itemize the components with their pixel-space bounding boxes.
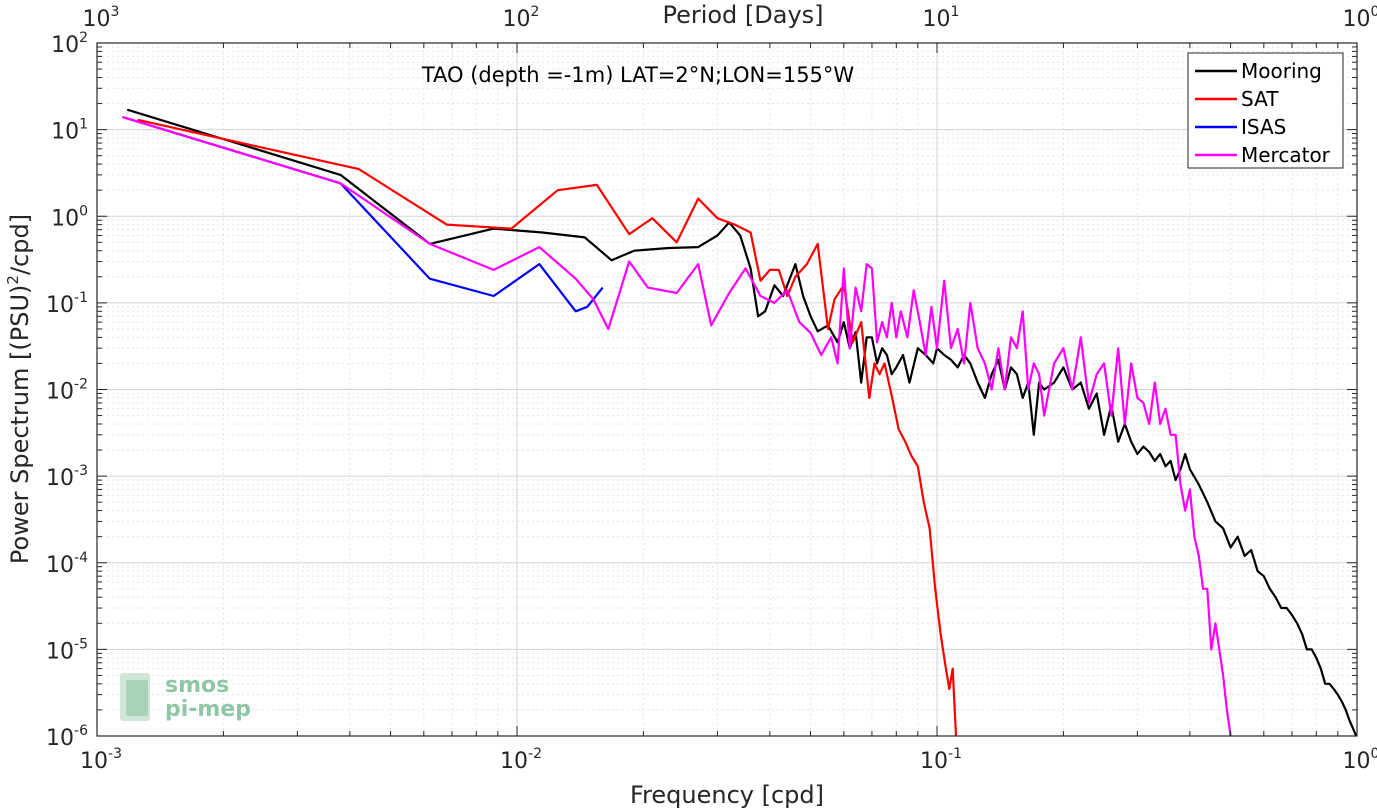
y-axis-label-main: Power Spectrum [(PSU) [6, 285, 34, 564]
series-line-mercator [122, 115, 1232, 736]
x-tick-label-base: 10 [500, 749, 528, 774]
legend: Mooring SAT ISAS Mercator [1187, 52, 1344, 169]
logo-mark-inner [126, 680, 148, 716]
period-tick-label-base: 10 [1343, 7, 1371, 32]
period-tick-label-base: 10 [923, 7, 951, 32]
y-tick-label-exp: -3 [74, 463, 88, 479]
period-tick-label: 101 [923, 4, 960, 32]
y-tick-label-base: 10 [46, 639, 74, 664]
y-tick-label: 10-3 [46, 463, 88, 491]
y-axis-label-sup: 2 [4, 275, 22, 285]
period-axis-label: Period [Days] [662, 1, 823, 29]
period-tick-label: 102 [503, 4, 540, 32]
chart-title: TAO (depth =-1m) LAT=2°N;LON=155°W [421, 63, 855, 87]
y-tick-label-base: 10 [46, 380, 74, 405]
x-tick-label-exp: -1 [948, 746, 962, 762]
period-tick-labels: 103 102 101 100 [83, 4, 1377, 32]
x-tick-labels: 10-3 10-2 10-1 100 [80, 746, 1377, 774]
x-tick-label: 10-2 [500, 746, 542, 774]
period-tick-label-exp: 1 [951, 4, 960, 20]
x-tick-label-base: 10 [920, 749, 948, 774]
legend-label-mooring: Mooring [1241, 59, 1322, 83]
smos-pi-mep-logo: smos pi-mep [120, 673, 251, 722]
y-tick-label-base: 10 [51, 206, 79, 231]
y-axis-label-tail: /cpd] [6, 214, 34, 275]
x-tick-label-base: 10 [80, 749, 108, 774]
x-tick-label-exp: 0 [1371, 746, 1377, 762]
period-tick-label-base: 10 [83, 7, 111, 32]
x-tick-label-exp: -3 [108, 746, 122, 762]
period-tick-label-exp: 0 [1371, 4, 1377, 20]
legend-label-isas: ISAS [1241, 115, 1286, 139]
y-tick-label-exp: -4 [74, 550, 88, 566]
y-tick-label-base: 10 [46, 466, 74, 491]
y-tick-label: 10-4 [46, 550, 88, 578]
x-axis-label: Frequency [cpd] [630, 781, 824, 809]
logo-text-line1: smos [165, 673, 229, 698]
y-tick-label: 100 [51, 203, 88, 231]
legend-label-sat: SAT [1241, 87, 1279, 111]
y-tick-label-base: 10 [46, 293, 74, 318]
period-tick-label-exp: 3 [111, 4, 120, 20]
series-line-sat [137, 118, 958, 736]
x-tick-label-base: 10 [1343, 749, 1371, 774]
y-tick-label: 102 [51, 30, 88, 58]
x-tick-label-exp: -2 [528, 746, 542, 762]
y-tick-label-exp: 0 [79, 203, 88, 219]
x-tick-label: 10-3 [80, 746, 122, 774]
period-tick-label: 103 [83, 4, 120, 32]
y-tick-label: 10-2 [46, 377, 88, 405]
y-tick-label-base: 10 [51, 33, 79, 58]
y-axis-label: Power Spectrum [(PSU)2/cpd] [4, 214, 34, 564]
y-tick-label-exp: 2 [79, 30, 88, 46]
y-tick-label-exp: -5 [74, 636, 88, 652]
y-tick-label-base: 10 [51, 120, 79, 145]
y-tick-label: 10-1 [46, 290, 88, 318]
period-tick-label-exp: 2 [531, 4, 540, 20]
minor-grid [97, 43, 1357, 736]
logo-text-line2: pi-mep [165, 697, 251, 722]
y-tick-label-base: 10 [46, 553, 74, 578]
series-line-isas [122, 115, 604, 313]
y-tick-label-exp: -1 [74, 290, 88, 306]
series-layer [122, 108, 1357, 736]
x-tick-label: 100 [1343, 746, 1377, 774]
y-tick-label: 101 [51, 117, 88, 145]
legend-label-mercator: Mercator [1241, 143, 1331, 167]
tick-marks [96, 43, 1357, 737]
y-tick-label-base: 10 [46, 726, 74, 751]
series-line-mooring [126, 108, 1357, 736]
y-tick-label: 10-5 [46, 636, 88, 664]
y-tick-label-exp: -2 [74, 377, 88, 393]
x-tick-label: 10-1 [920, 746, 962, 774]
period-tick-label: 100 [1343, 4, 1377, 32]
y-tick-label-exp: -6 [74, 723, 88, 739]
period-tick-label-base: 10 [503, 7, 531, 32]
y-tick-label: 10-6 [46, 723, 88, 751]
y-tick-label-exp: 1 [79, 117, 88, 133]
